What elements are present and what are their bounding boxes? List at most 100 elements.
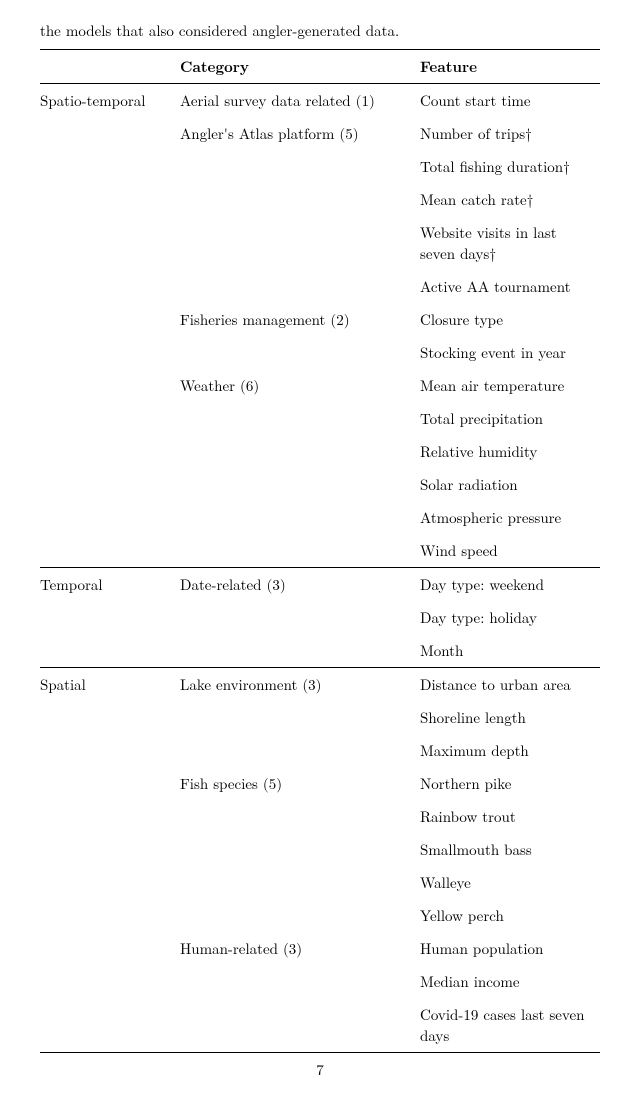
cell-category (180, 998, 420, 1053)
cell-category (180, 534, 420, 568)
cell-category: Fish species (5) (180, 767, 420, 800)
cell-group: Spatio-temporal (40, 84, 180, 118)
features-table: Category Feature Spatio-temporalAerial s… (40, 49, 600, 1053)
cell-feature: Relative humidity (420, 435, 600, 468)
cell-feature: Yellow perch (420, 899, 600, 932)
cell-group (40, 336, 180, 369)
table-row: Fisheries management (2)Closure type (40, 303, 600, 336)
table-row: Relative humidity (40, 435, 600, 468)
cell-group (40, 866, 180, 899)
cell-group (40, 117, 180, 150)
cell-feature: Total precipitation (420, 402, 600, 435)
cell-feature: Count start time (420, 84, 600, 118)
cell-feature: Solar radiation (420, 468, 600, 501)
table-row: Day type: holiday (40, 601, 600, 634)
cell-feature: Mean air temperature (420, 369, 600, 402)
cell-category (180, 270, 420, 303)
table-row: Rainbow trout (40, 800, 600, 833)
cell-category (180, 402, 420, 435)
cell-category (180, 501, 420, 534)
cell-category (180, 734, 420, 767)
table-row: Covid-19 cases last seven days (40, 998, 600, 1053)
cell-group (40, 767, 180, 800)
cell-feature: Northern pike (420, 767, 600, 800)
cell-group (40, 932, 180, 965)
table-caption: the models that also considered angler-g… (40, 20, 600, 41)
cell-group (40, 150, 180, 183)
cell-feature: Human population (420, 932, 600, 965)
cell-category (180, 701, 420, 734)
cell-category: Angler's Atlas platform (5) (180, 117, 420, 150)
cell-group (40, 800, 180, 833)
cell-group (40, 369, 180, 402)
cell-category (180, 899, 420, 932)
table-row: Yellow perch (40, 899, 600, 932)
cell-feature: Shoreline length (420, 701, 600, 734)
table-row: Shoreline length (40, 701, 600, 734)
cell-category (180, 336, 420, 369)
cell-category: Date-related (3) (180, 568, 420, 602)
cell-group (40, 998, 180, 1053)
cell-category (180, 601, 420, 634)
table-row: Total fishing duration† (40, 150, 600, 183)
table-row: TemporalDate-related (3)Day type: weeken… (40, 568, 600, 602)
table-row: Website visits in last seven days† (40, 216, 600, 270)
cell-category (180, 866, 420, 899)
table-row: Mean catch rate† (40, 183, 600, 216)
table-row: Angler's Atlas platform (5)Number of tri… (40, 117, 600, 150)
table-row: Stocking event in year (40, 336, 600, 369)
cell-feature: Wind speed (420, 534, 600, 568)
cell-group (40, 501, 180, 534)
table-row: Maximum depth (40, 734, 600, 767)
header-category: Category (180, 50, 420, 84)
cell-feature: Number of trips† (420, 117, 600, 150)
cell-category: Fisheries management (2) (180, 303, 420, 336)
cell-category (180, 965, 420, 998)
cell-feature: Month (420, 634, 600, 668)
cell-category: Weather (6) (180, 369, 420, 402)
table-row: Fish species (5)Northern pike (40, 767, 600, 800)
cell-category: Aerial survey data related (1) (180, 84, 420, 118)
cell-feature: Maximum depth (420, 734, 600, 767)
cell-feature: Rainbow trout (420, 800, 600, 833)
cell-feature: Stocking event in year (420, 336, 600, 369)
table-header-row: Category Feature (40, 50, 600, 84)
cell-group (40, 270, 180, 303)
cell-category (180, 468, 420, 501)
cell-feature: Day type: weekend (420, 568, 600, 602)
cell-group: Temporal (40, 568, 180, 602)
cell-group (40, 833, 180, 866)
table-row: Wind speed (40, 534, 600, 568)
cell-feature: Covid-19 cases last seven days (420, 998, 600, 1053)
table-row: Median income (40, 965, 600, 998)
cell-group (40, 402, 180, 435)
cell-category: Lake environment (3) (180, 668, 420, 702)
cell-group (40, 303, 180, 336)
cell-category (180, 183, 420, 216)
cell-group (40, 899, 180, 932)
table-row: SpatialLake environment (3)Distance to u… (40, 668, 600, 702)
cell-feature: Distance to urban area (420, 668, 600, 702)
table-row: Total precipitation (40, 402, 600, 435)
cell-group (40, 634, 180, 668)
header-group (40, 50, 180, 84)
cell-group (40, 601, 180, 634)
cell-category (180, 216, 420, 270)
cell-feature: Total fishing duration† (420, 150, 600, 183)
cell-group (40, 435, 180, 468)
cell-feature: Mean catch rate† (420, 183, 600, 216)
cell-group: Spatial (40, 668, 180, 702)
table-row: Human-related (3)Human population (40, 932, 600, 965)
cell-group (40, 734, 180, 767)
cell-group (40, 216, 180, 270)
cell-category (180, 800, 420, 833)
cell-category (180, 150, 420, 183)
table-row: Active AA tournament (40, 270, 600, 303)
cell-feature: Median income (420, 965, 600, 998)
cell-feature: Website visits in last seven days† (420, 216, 600, 270)
cell-feature: Atmospheric pressure (420, 501, 600, 534)
cell-group (40, 183, 180, 216)
cell-category: Human-related (3) (180, 932, 420, 965)
table-row: Smallmouth bass (40, 833, 600, 866)
table-row: Walleye (40, 866, 600, 899)
